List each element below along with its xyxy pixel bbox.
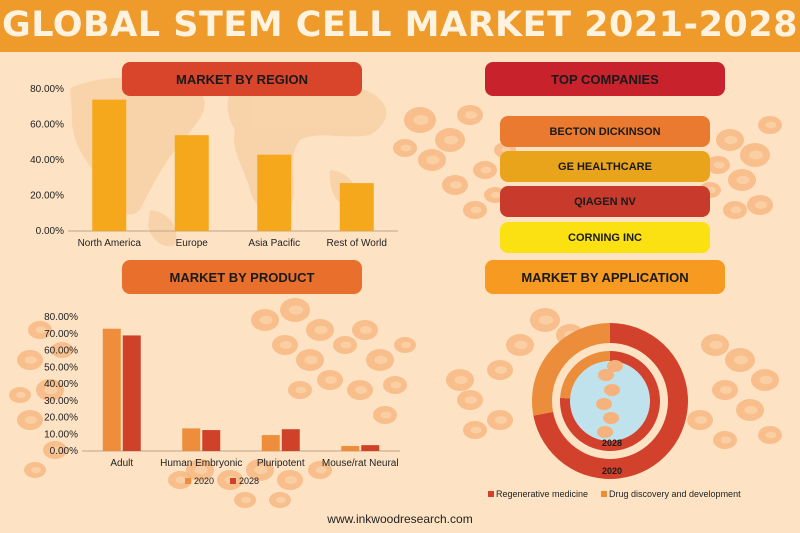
- application-donut-chart: 2028 2020 Regenerative medicine Drug discov…: [488, 323, 741, 499]
- product-legend-swatch: [185, 478, 191, 484]
- region-y-tick-label: 60.00%: [30, 120, 64, 131]
- product-y-tick-label: 70.00%: [44, 329, 78, 340]
- product-y-tick-label: 50.00%: [44, 362, 78, 373]
- region-category-label: Rest of World: [327, 238, 387, 249]
- product-y-tick-label: 80.00%: [44, 312, 78, 323]
- product-y-tick-label: 40.00%: [44, 379, 78, 390]
- product-bar-chart: 0.00% 10.00% 20.00% 30.00% 40.00% 50.00% 60.00…: [44, 312, 400, 486]
- product-bar-2028: [361, 445, 380, 451]
- region-category-label: Europe: [176, 238, 209, 249]
- region-category-label: Asia Pacific: [248, 238, 300, 249]
- ring-label-inner: 2028: [602, 438, 622, 448]
- product-y-tick-label: 10.00%: [44, 429, 78, 440]
- product-category-label: Pluripotent: [257, 458, 305, 469]
- section-market-by-application: MARKET BY APPLICATION: [485, 260, 725, 294]
- product-bar-2028: [122, 335, 141, 451]
- center-cell-icon: [596, 398, 612, 410]
- product-category-label: Adult: [110, 458, 133, 469]
- application-legend-swatch: [601, 491, 607, 497]
- product-category-label: Human Embryonic: [160, 458, 242, 469]
- source-url: www.inkwoodresearch.com: [327, 512, 473, 526]
- product-y-tick-label: 20.00%: [44, 413, 78, 424]
- center-cell-icon: [603, 412, 619, 424]
- center-cell-icon: [597, 426, 613, 438]
- region-y-tick-label: 20.00%: [30, 191, 64, 202]
- region-category-label: North America: [78, 238, 142, 249]
- company-pill: QIAGEN NV: [500, 186, 710, 217]
- product-y-tick-label: 30.00%: [44, 396, 78, 407]
- region-bar-chart: 0.00% 20.00% 40.00% 60.00% 80.00% North Ameri…: [30, 84, 398, 249]
- center-cell-icon: [607, 360, 623, 372]
- product-category-label: Mouse/rat Neural: [322, 458, 399, 469]
- donut-slice-inner: [560, 351, 610, 399]
- company-pill: GE HEALTHCARE: [500, 151, 710, 182]
- product-legend-label: 2028: [239, 476, 259, 486]
- region-y-tick-label: 80.00%: [30, 84, 64, 95]
- region-y-tick-label: 40.00%: [30, 155, 64, 166]
- product-y-tick-label: 60.00%: [44, 346, 78, 357]
- company-pill: BECTON DICKINSON: [500, 116, 710, 147]
- application-legend-label: Regenerative medicine: [496, 489, 588, 499]
- application-legend-swatch: [488, 491, 494, 497]
- product-legend-swatch: [230, 478, 236, 484]
- center-cell-icon: [604, 384, 620, 396]
- region-bar: [92, 99, 127, 232]
- title-band: [0, 0, 800, 52]
- region-bar: [174, 135, 209, 231]
- section-market-by-product: MARKET BY PRODUCT: [122, 260, 362, 294]
- region-y-tick-label: 0.00%: [36, 226, 64, 237]
- section-top-companies: TOP COMPANIES: [485, 62, 725, 96]
- product-bar-2020: [261, 435, 280, 451]
- product-legend-label: 2020: [194, 476, 214, 486]
- product-bar-2020: [182, 428, 201, 451]
- product-bar-2020: [102, 328, 121, 451]
- region-bar: [257, 154, 292, 231]
- company-pill: CORNING INC: [500, 222, 710, 253]
- donut-slice-outer: [532, 323, 610, 416]
- product-bar-2028: [281, 429, 300, 451]
- product-bar-2028: [202, 430, 221, 451]
- center-cell-icon: [598, 369, 614, 381]
- product-y-tick-label: 0.00%: [50, 446, 78, 457]
- ring-label-outer: 2020: [602, 466, 622, 476]
- region-bar: [339, 183, 374, 231]
- page-title: GLOBAL STEM CELL MARKET 2021-2028: [2, 5, 798, 45]
- application-legend-label: Drug discovery and development: [609, 489, 741, 499]
- section-market-by-region: MARKET BY REGION: [122, 62, 362, 96]
- product-bar-2020: [341, 445, 360, 451]
